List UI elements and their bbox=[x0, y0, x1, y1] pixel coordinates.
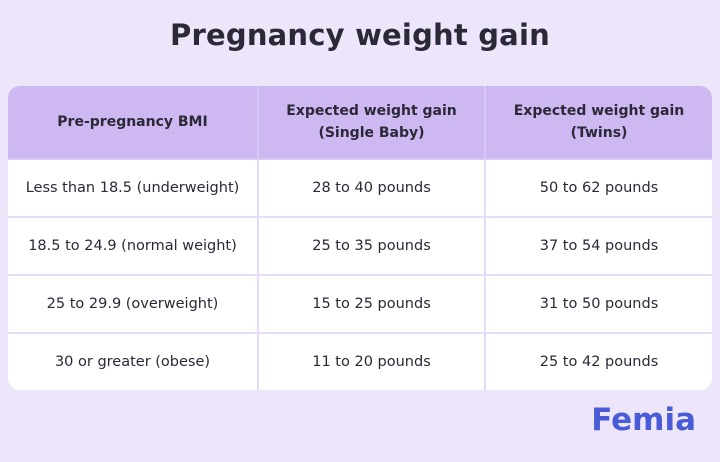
table-cell: 11 to 20 pounds bbox=[259, 334, 486, 390]
table-cell: 30 or greater (obese) bbox=[8, 334, 259, 390]
table-cell: 31 to 50 pounds bbox=[486, 276, 712, 334]
title: Pregnancy weight gain bbox=[170, 18, 550, 52]
header-text: (Single Baby) bbox=[318, 125, 425, 141]
table-cell: 28 to 40 pounds bbox=[259, 160, 486, 218]
header-cell: Expected weight gain (Single Baby) bbox=[259, 86, 486, 160]
table-cell: Less than 18.5 (underweight) bbox=[8, 160, 259, 218]
header-text: Expected weight gain bbox=[513, 103, 685, 119]
table-cell: 18.5 to 24.9 (normal weight) bbox=[8, 218, 259, 276]
table-cell: 25 to 35 pounds bbox=[259, 218, 486, 276]
table-cell: 37 to 54 pounds bbox=[486, 218, 712, 276]
header-cell: Expected weight gain (Twins) bbox=[486, 86, 712, 160]
header-text: (Twins) bbox=[570, 125, 628, 141]
table: Pre-pregnancy BMI Expected weight gain (Si… bbox=[8, 86, 712, 390]
table-cell: 15 to 25 pounds bbox=[259, 276, 486, 334]
header-text: Expected weight gain bbox=[286, 103, 457, 119]
table-cell: 25 to 29.9 (overweight) bbox=[8, 276, 259, 334]
brand-logo: Femia bbox=[591, 402, 696, 438]
header-text: Pre-pregnancy BMI bbox=[57, 114, 208, 130]
table-cell: 25 to 42 pounds bbox=[539, 354, 659, 370]
table-cell: 50 to 62 pounds bbox=[486, 160, 712, 218]
header-cell: Pre-pregnancy BMI bbox=[8, 86, 259, 160]
